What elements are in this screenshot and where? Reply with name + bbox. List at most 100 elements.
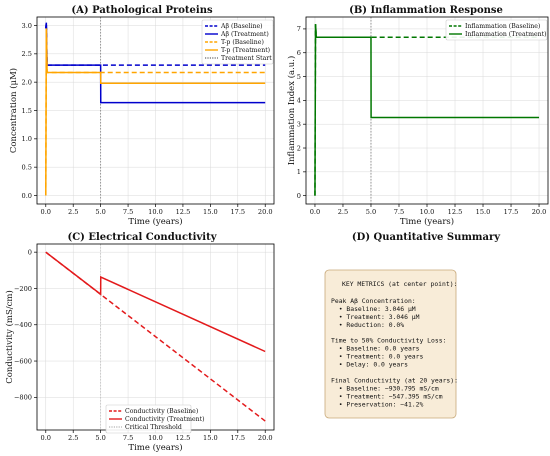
y-tick-label: 5	[297, 73, 301, 81]
x-axis-label: Time (years)	[128, 216, 182, 227]
x-tick-label: 15.0	[203, 434, 218, 442]
panel-c-chart: 0.0 2.5 5.0 7.5 10.0 12.5 15.0 17.5 20.0 0 −200 −40…	[4, 243, 275, 453]
panel-b-title: (B) Inflammation Response	[349, 5, 503, 16]
y-tick-label: 0	[297, 192, 301, 200]
series-line-2	[45, 22, 266, 104]
y-tick-label: 4	[297, 97, 301, 105]
x-tick-label: 20.0	[258, 208, 273, 216]
x-tick-label: 10.0	[420, 208, 435, 216]
series-line-4	[45, 28, 266, 196]
x-axis-label: Time (years)	[128, 442, 182, 453]
panel-b-chart: 0.0 2.5 5.0 7.5 10.0 12.5 15.0 17.5 20.0 0 1 2 3 4 5 6 7…	[286, 16, 549, 227]
y-tick-label: −600	[14, 357, 32, 365]
y-tick-label: 1.5	[22, 107, 33, 115]
y-tick-label: 0	[28, 248, 32, 256]
y-tick-label: 3.0	[22, 22, 33, 30]
summary-heading: KEY METRICS (at center point):	[342, 280, 457, 288]
x-tick-label: 0.0	[41, 434, 52, 442]
legend-label: Inflammation (Baseline)	[465, 23, 540, 30]
y-tick-label: 2.5	[22, 50, 33, 58]
legend-label: Aβ (Baseline)	[220, 23, 263, 30]
summary-line: Final Conductivity (at 20 years):	[331, 376, 458, 384]
x-tick-label: 0.0	[41, 208, 52, 216]
x-tick-label: 12.5	[176, 434, 191, 442]
legend-box	[445, 19, 548, 41]
legend-box	[105, 404, 192, 434]
summary-line: • Baseline: −930.795 mS/cm	[331, 384, 439, 392]
summary-line: • Treatment: −547.395 mS/cm	[331, 392, 443, 400]
legend-label: Critical Threshold	[125, 424, 182, 431]
y-tick-label: −200	[14, 285, 32, 293]
x-tick-label: 12.5	[176, 208, 191, 216]
x-tick-label: 7.5	[123, 208, 134, 216]
x-tick-label: 2.5	[68, 434, 79, 442]
y-tick-label: 2	[297, 144, 301, 152]
x-tick-label: 5.0	[95, 434, 106, 442]
y-axis-label: Conductivity (mS/cm)	[4, 290, 15, 384]
series-line-1	[45, 251, 266, 422]
y-tick-label: 0.5	[22, 163, 33, 171]
summary-lines: Peak Aβ Concentration: • Baseline: 3.046…	[331, 297, 458, 408]
legend: Inflammation (Baseline)Inflammation (Tre…	[445, 19, 548, 41]
x-tick-label: 2.5	[68, 208, 79, 216]
x-tick-label: 7.5	[123, 434, 134, 442]
y-tick-label: 1.0	[22, 135, 33, 143]
summary-line: • Baseline: 3.046 μM	[331, 305, 416, 313]
y-tick-label: 3	[297, 120, 301, 128]
summary-line: • Preservation: −41.2%	[331, 400, 423, 408]
summary-box	[324, 269, 457, 419]
panel-d-title: (D) Quantitative Summary	[352, 232, 501, 243]
x-tick-label: 20.0	[532, 208, 547, 216]
summary-line: Peak Aβ Concentration:	[331, 297, 416, 305]
x-tick-label: 7.5	[394, 208, 405, 216]
y-tick-label: −400	[14, 321, 32, 329]
y-tick-label: 1	[297, 168, 301, 176]
legend-label: Conductivity (Baseline)	[125, 408, 198, 415]
legend: Conductivity (Baseline)Conductivity (Tre…	[105, 404, 205, 434]
x-tick-label: 10.0	[148, 208, 163, 216]
summary-panel: KEY METRICS (at center point): Peak Aβ C…	[324, 269, 458, 419]
x-tick-label: 12.5	[448, 208, 463, 216]
legend: Aβ (Baseline)Aβ (Treatment)T-p (Baseline…	[201, 19, 274, 65]
y-tick-label: 0.0	[22, 192, 33, 200]
x-tick-label: 15.0	[203, 208, 218, 216]
summary-line: Time to 50% Conductivity Loss:	[331, 337, 446, 345]
summary-line: • Reduction: 0.0%	[331, 321, 404, 329]
x-tick-label: 15.0	[476, 208, 491, 216]
legend-label: Inflammation (Treatment)	[465, 31, 547, 38]
legend-label: Treatment Start	[221, 55, 272, 62]
x-tick-label: 5.0	[95, 208, 106, 216]
grid	[37, 244, 274, 430]
series-line-2	[314, 24, 540, 196]
grid	[37, 17, 274, 204]
x-tick-label: 17.5	[504, 208, 519, 216]
x-tick-label: 10.0	[148, 434, 163, 442]
y-tick-label: 7	[297, 25, 301, 33]
summary-line: • Treatment: 0.0 years	[331, 353, 423, 361]
legend-box	[201, 19, 274, 65]
x-tick-label: 20.0	[258, 434, 273, 442]
x-tick-label: 0.0	[310, 208, 321, 216]
y-tick-label: −800	[14, 394, 32, 402]
legend-label: T-p (Treatment)	[221, 47, 270, 54]
legend-label: T-p (Baseline)	[221, 39, 264, 46]
panel-c-title: (C) Electrical Conductivity	[67, 232, 217, 243]
panel-a-title: (A) Pathological Proteins	[71, 5, 213, 16]
y-tick-label: 6	[297, 49, 301, 57]
grid	[306, 17, 548, 204]
x-axis-label: Time (years)	[400, 216, 454, 227]
series-line-2	[45, 251, 266, 353]
x-tick-label: 17.5	[230, 208, 245, 216]
y-axis-label: Concentration (μM)	[8, 68, 19, 153]
panel-a-chart: 0.0 2.5 5.0 7.5 10.0 12.5 15.0 17.5 20.0 0.0 0.5 1.…	[8, 16, 275, 227]
legend-label: Aβ (Treatment)	[220, 31, 269, 38]
summary-line: • Delay: 0.0 years	[331, 361, 408, 369]
y-tick-label: 2.0	[22, 78, 33, 86]
x-tick-label: 17.5	[230, 434, 245, 442]
y-axis-label: Inflammation Index (a.u.)	[286, 56, 297, 166]
x-tick-label: 5.0	[366, 208, 377, 216]
summary-line: • Treatment: 3.046 μM	[331, 313, 420, 321]
x-tick-label: 2.5	[338, 208, 349, 216]
legend-label: Conductivity (Treatment)	[125, 416, 205, 423]
